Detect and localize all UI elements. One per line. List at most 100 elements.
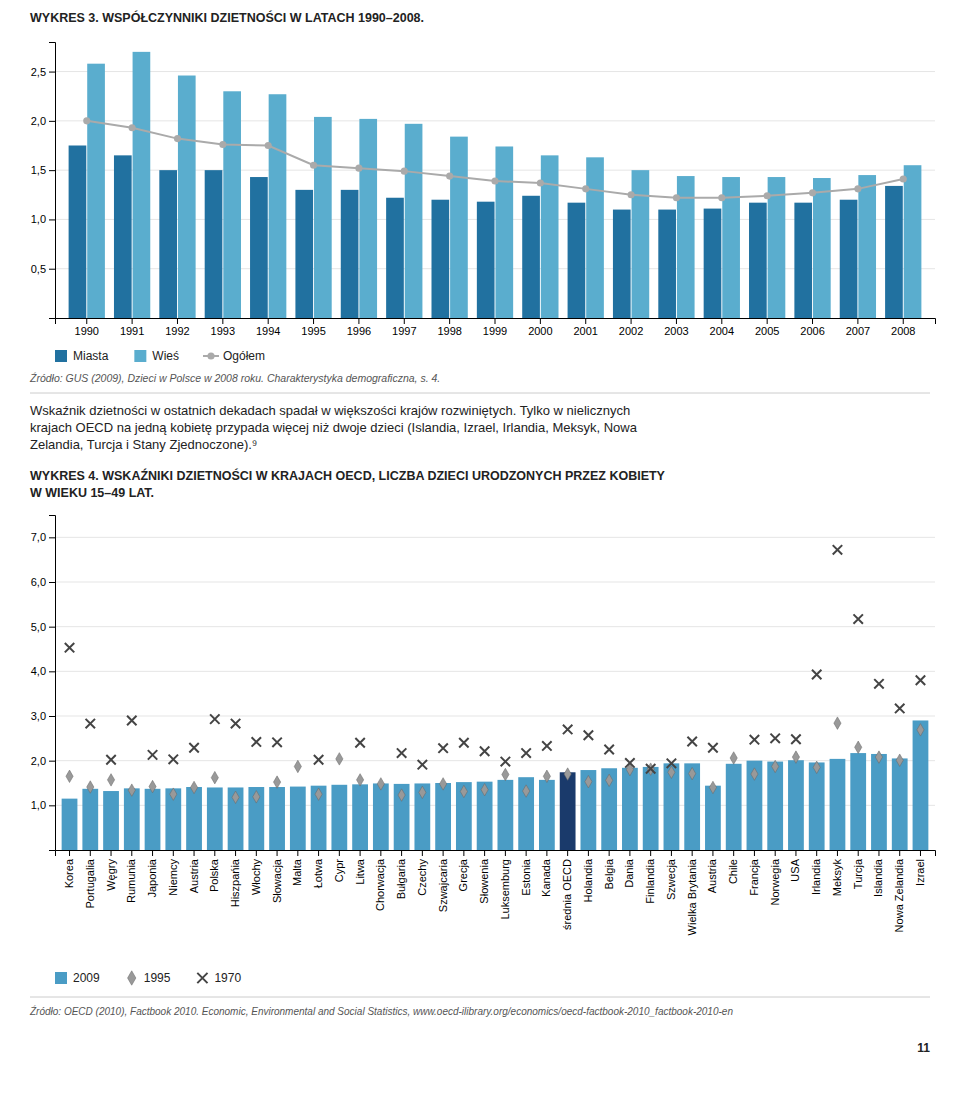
y-tick-label: 2,0 (31, 755, 46, 767)
bar (643, 767, 659, 850)
x-tick-label: Kanada (540, 858, 552, 897)
x-tick-label: Polska (208, 858, 220, 892)
chart: WYKRES 3. WSPÓŁCZYNNIKI DZIETNOŚCI W LAT… (30, 10, 936, 337)
bar (830, 759, 846, 850)
legend-swatch (134, 350, 146, 362)
marker (875, 751, 882, 763)
y-tick: 1,5 (31, 164, 55, 176)
marker (855, 741, 862, 753)
x-tick: Belgia (603, 850, 615, 890)
x-tick-label: Słowacja (271, 858, 283, 903)
x-tick-mark (380, 850, 381, 856)
marker (438, 743, 447, 752)
legend-swatch (55, 350, 67, 362)
x-tick-mark (816, 850, 817, 856)
marker (667, 759, 676, 768)
bar (352, 784, 368, 850)
marker (896, 754, 903, 766)
x-tick-label: Wielka Brytania (686, 858, 698, 935)
legend-item: 2009 (55, 971, 100, 985)
x-tick: Włochy (250, 850, 262, 895)
x-tick-label: Czechy (416, 859, 428, 896)
x-tick-label: 1998 (437, 325, 461, 337)
bar (794, 203, 812, 318)
y-tick-mark (49, 121, 55, 122)
bar (747, 761, 763, 850)
page-number: 11 (917, 1041, 930, 1055)
bar (290, 787, 306, 850)
y-tick-label: 3,0 (31, 710, 46, 722)
x-tick-mark (540, 318, 541, 324)
x-tick-mark (733, 850, 734, 856)
marker (604, 745, 613, 754)
x-tick-mark (339, 850, 340, 856)
marker (377, 778, 384, 790)
x-tick-mark (401, 850, 402, 856)
x-tick: Norwegia (769, 850, 781, 905)
x-tick: Japonia (146, 850, 158, 898)
x-axis: 1990199119921993199419951996199719981999… (56, 318, 936, 337)
line-marker (582, 185, 589, 192)
x-tick-label: 1992 (165, 325, 189, 337)
marker (834, 717, 841, 729)
marker (169, 755, 178, 764)
x-tick-mark (449, 318, 450, 324)
x-tick-mark (631, 318, 632, 324)
x-tick-label: Szwajcaria (437, 858, 449, 912)
x-tick-label: Estonia (520, 858, 532, 896)
x-tick-mark (222, 318, 223, 324)
x-tick-label: 2005 (755, 325, 779, 337)
marker (231, 719, 240, 728)
x-tick-label: 1993 (211, 325, 235, 337)
x-tick: Polska (208, 850, 220, 892)
marker (272, 738, 281, 747)
x-tick-mark (858, 850, 859, 856)
x-tick: Czechy (416, 850, 428, 896)
x-tick-mark (676, 318, 677, 324)
bar (885, 186, 903, 318)
legend-label: 1995 (144, 971, 171, 985)
x-tick: Słowenia (478, 850, 490, 904)
marker (772, 760, 779, 772)
x-tick-label: 2004 (710, 325, 734, 337)
x-tick-mark (767, 318, 768, 324)
bar (632, 170, 650, 318)
marker (874, 679, 883, 688)
x-tick-mark (567, 850, 568, 856)
line-marker (355, 165, 362, 172)
x-tick-label: 2001 (573, 325, 597, 337)
x-tick-mark (69, 850, 70, 856)
bar (601, 768, 617, 850)
marker (833, 545, 842, 554)
line-marker (673, 194, 680, 201)
x-tick-label: Niemcy (167, 859, 179, 896)
bar (495, 146, 513, 318)
bar (295, 190, 313, 318)
x-tick-label: Holandia (582, 858, 594, 902)
marker (170, 788, 177, 800)
x-tick-mark (585, 318, 586, 324)
bar (539, 780, 555, 850)
x-tick-label: Nowa Zelandia (893, 858, 905, 932)
paragraph: Wskaźnik dzietności w ostatnich dekadach… (30, 403, 638, 452)
x-tick: Kanada (540, 850, 552, 897)
x-tick-mark (721, 318, 722, 324)
marker (294, 760, 301, 772)
x-tick: 1994 (256, 318, 280, 337)
marker (750, 735, 759, 744)
x-tick-label: Malta (291, 858, 303, 886)
bar (456, 782, 472, 850)
x-tick-mark (256, 850, 257, 856)
marker (398, 789, 405, 801)
marker (273, 776, 280, 788)
x-tick-mark (650, 850, 651, 856)
x-tick-label: średnia OECD (561, 859, 573, 930)
bar (228, 787, 244, 850)
bar (186, 787, 202, 850)
line-marker (809, 189, 816, 196)
bar (359, 119, 377, 318)
x-tick-mark (358, 318, 359, 324)
x-tick-mark (177, 318, 178, 324)
bar (450, 137, 468, 318)
marker (792, 751, 799, 763)
